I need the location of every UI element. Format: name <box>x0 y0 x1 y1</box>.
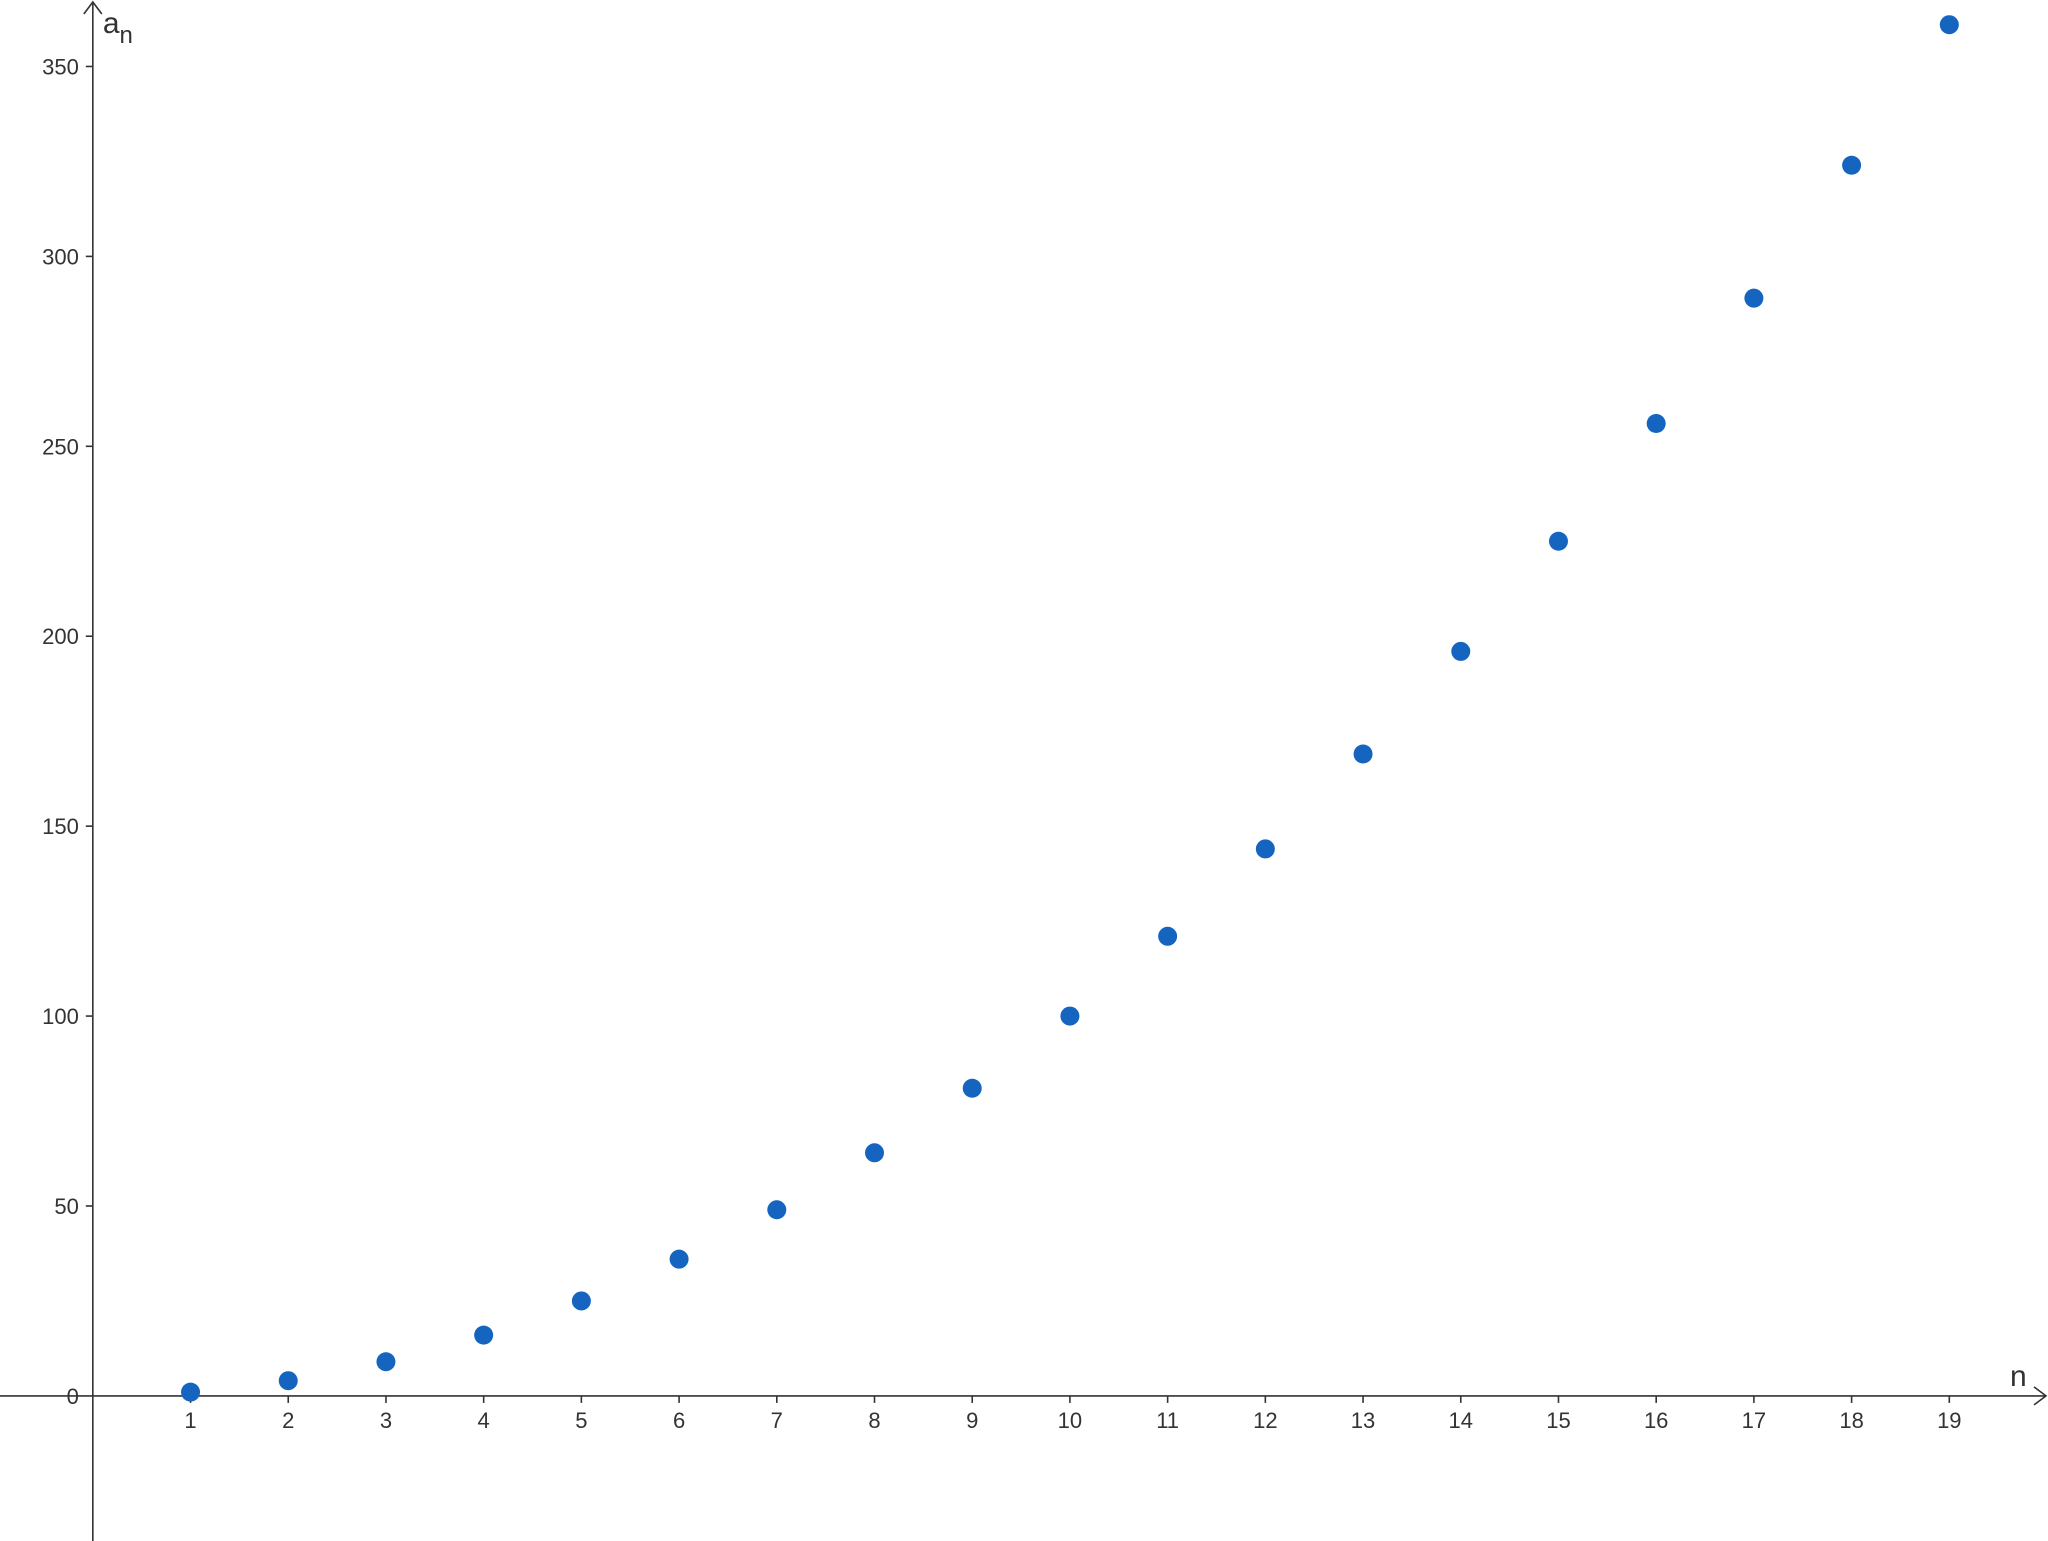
x-tick-label: 9 <box>966 1408 978 1433</box>
x-tick-label: 12 <box>1253 1408 1277 1433</box>
data-point <box>767 1200 787 1220</box>
data-point <box>1548 531 1568 551</box>
data-point <box>1842 155 1862 175</box>
data-point <box>1060 1006 1080 1026</box>
x-tick-label: 6 <box>673 1408 685 1433</box>
x-tick-label: 4 <box>478 1408 490 1433</box>
x-tick-label: 18 <box>1839 1408 1863 1433</box>
data-point <box>962 1078 982 1098</box>
data-point <box>571 1291 591 1311</box>
x-tick-label: 2 <box>282 1408 294 1433</box>
y-axis-arrow <box>83 0 103 15</box>
data-point <box>1646 414 1666 434</box>
data-point <box>1939 15 1959 35</box>
y-tick-label: 300 <box>42 244 79 269</box>
x-tick-label: 13 <box>1351 1408 1375 1433</box>
y-axis-label-base: a <box>103 7 120 40</box>
y-tick-label: 100 <box>42 1004 79 1029</box>
y-tick-label: 50 <box>54 1194 78 1219</box>
x-axis-arrow <box>2033 1386 2048 1406</box>
y-tick-label: 150 <box>42 814 79 839</box>
x-tick-label: 11 <box>1156 1408 1179 1433</box>
x-tick-label: 16 <box>1644 1408 1668 1433</box>
data-point <box>278 1371 298 1391</box>
x-tick-label: 5 <box>575 1408 587 1433</box>
ticks: 1 2 3 4 5 6 7 8 9 10 11 12 13 14 15 16 17 18 1905010015020… <box>42 54 1961 1432</box>
y-tick-label: 200 <box>42 624 79 649</box>
x-axis-label: n <box>2010 1360 2027 1393</box>
data-point <box>474 1325 494 1345</box>
points <box>181 15 1959 1402</box>
x-tick-label: 15 <box>1546 1408 1570 1433</box>
x-tick-label: 10 <box>1058 1408 1082 1433</box>
data-point <box>1255 839 1275 859</box>
y-axis-label-subscript: n <box>120 22 133 49</box>
data-point <box>181 1382 201 1402</box>
y-axis-label: an <box>103 7 133 49</box>
y-tick-label: 350 <box>42 54 79 79</box>
y-tick-label: 250 <box>42 434 79 459</box>
data-point <box>1451 641 1471 661</box>
x-tick-label: 14 <box>1449 1408 1473 1433</box>
x-tick-label: 3 <box>380 1408 392 1433</box>
x-tick-label: 19 <box>1937 1408 1961 1433</box>
x-tick-label: 8 <box>868 1408 880 1433</box>
data-point <box>1744 288 1764 308</box>
x-tick-label: 17 <box>1742 1408 1766 1433</box>
data-point <box>1353 744 1373 764</box>
data-point <box>376 1352 396 1372</box>
data-point <box>865 1143 885 1163</box>
x-tick-label: 1 <box>184 1408 196 1433</box>
y-tick-label: 0 <box>67 1384 79 1409</box>
x-tick-label: 7 <box>771 1408 783 1433</box>
data-point <box>1158 926 1178 946</box>
data-point <box>669 1249 689 1269</box>
